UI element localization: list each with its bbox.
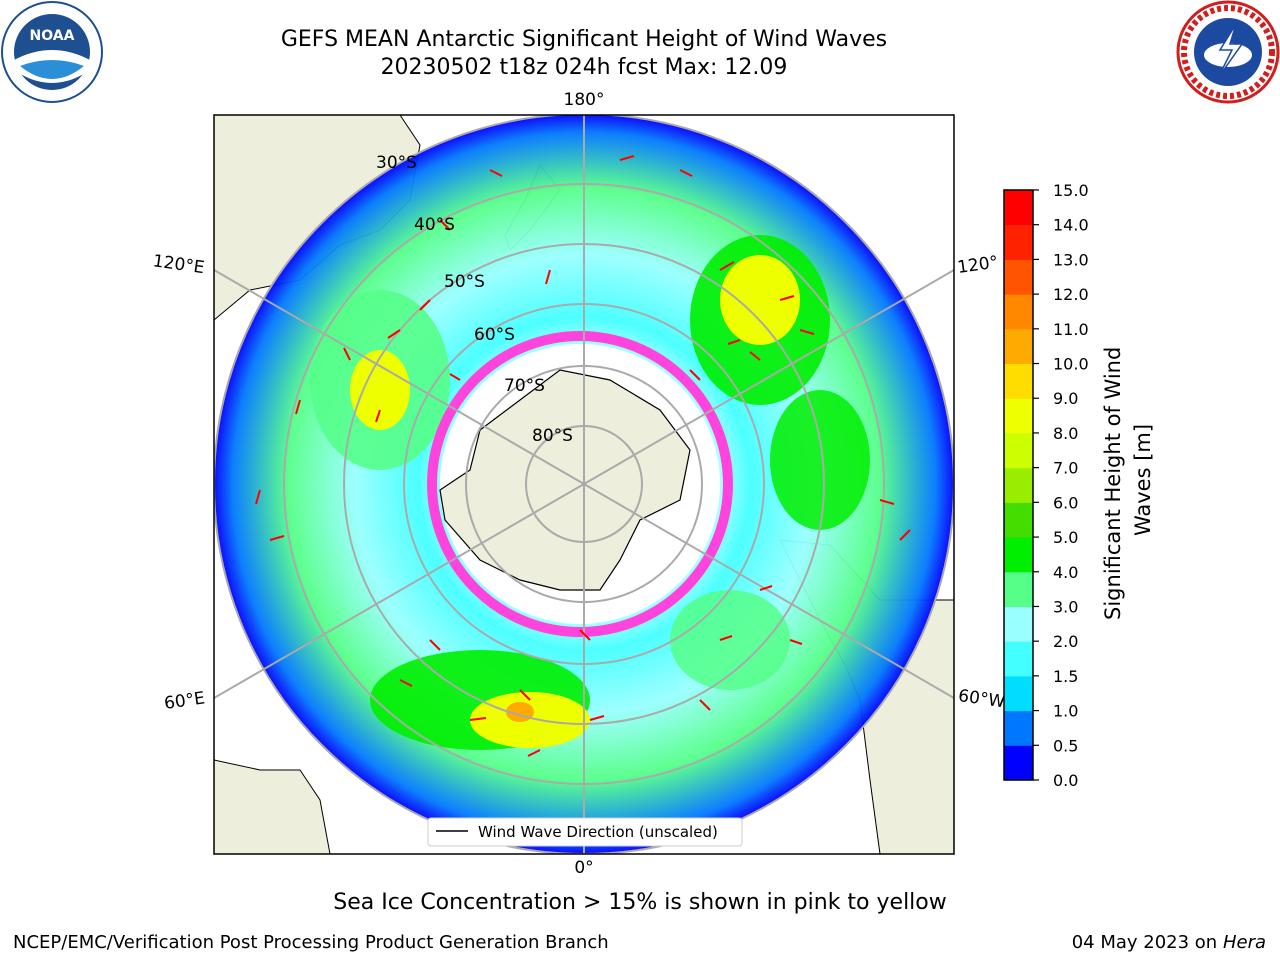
colorbar-tick-label: 13.0 [1053,250,1089,269]
lon-label-120w: 120° [956,253,999,279]
colorbar-tick-label: 11.0 [1053,320,1089,339]
colorbar-segment [1004,432,1033,469]
lat-label-50s: 50°S [444,272,485,292]
colorbar-tick-label: 8.0 [1053,424,1078,443]
graticule [214,115,954,854]
colorbar-tick-label: 3.0 [1053,597,1078,616]
wind-wave-arrows [255,155,911,757]
colorbar-tick-label: 12.0 [1053,285,1089,304]
map-frame [213,114,955,855]
colorbar-tick-label: 4.0 [1053,563,1078,582]
colorbar-segment [1004,294,1033,330]
map-area [214,115,954,854]
map-legend-label: Wind Wave Direction (unscaled) [478,823,718,841]
lat-label-40s: 40°S [414,215,455,235]
sea-ice-caption: Sea Ice Concentration > 15% is shown in … [333,890,947,915]
footer-credit: NCEP/EMC/Verification Post Processing Pr… [13,932,609,953]
svg-text:Significant Height of Wind: Significant Height of Wind Waves [m] [1101,340,1155,620]
lat-label-60s: 60°S [474,325,515,345]
colorbar-segment [1004,710,1033,746]
colorbar-segment [1004,398,1033,434]
footer-host: Hera [1222,932,1266,953]
colorbar [1004,190,1033,781]
colorbar-segment [1004,190,1033,226]
chart-subtitle: 20230502 t18z 024h fcst Max: 12.09 [380,55,788,80]
colorbar-segment [1004,259,1033,295]
colorbar-tick-label: 2.0 [1053,632,1078,651]
africa-land [214,759,331,854]
svg-text:NOAA: NOAA [30,28,75,44]
lat-label-30s: 30°S [376,153,417,173]
colorbar-segment [1004,537,1033,573]
lat-label-80s: 80°S [532,426,573,446]
colorbar-segment [1004,571,1033,607]
colorbar-tick-label: 7.0 [1053,459,1078,478]
map-legend [427,817,743,847]
colorbar-ticks: 0.0 0.5 1.0 1.5 2.0 3.0 4.0 5.0 6.0 7.0 8.0 9.0 10.0… [1033,181,1089,790]
colorbar-segment [1004,328,1033,365]
sea-ice-edge [427,331,733,637]
colorbar-axis-label: Significant Height of Wind Waves [m] [1101,340,1155,620]
colorbar-tick-label: 9.0 [1053,389,1078,408]
antarctica-land [439,369,691,591]
chart-title: GEFS MEAN Antarctic Significant Height o… [280,27,888,52]
colorbar-segment [1004,641,1033,677]
lon-label-0: 0° [574,858,593,878]
nws-logo [1176,0,1280,104]
colorbar-tick-label: 1.5 [1053,667,1078,686]
lon-label-120e: 120°E [152,251,206,278]
lon-label-60e: 60°E [163,688,206,713]
colorbar-segment [1004,675,1033,712]
colorbar-segment [1004,363,1033,399]
colorbar-segment [1004,224,1033,260]
lat-label-70s: 70°S [504,376,545,396]
footer-date: 04 May 2023 on Hera [1072,932,1266,953]
colorbar-frame [1003,189,1034,781]
footer-date-text: 04 May 2023 on [1071,932,1218,953]
colorbar-tick-label: 10.0 [1053,355,1089,374]
colorbar-tick-label: 1.0 [1053,702,1078,721]
colorbar-tick-label: 15.0 [1053,181,1089,200]
colorbar-tick-label: 14.0 [1053,216,1089,235]
colorbar-tick-label: 0.0 [1053,771,1078,790]
colorbar-tick-label: 6.0 [1053,493,1078,512]
colorbar-segment [1004,745,1033,781]
lon-label-60w: 60°W [957,686,1006,712]
colorbar-tick-label: 0.5 [1053,736,1078,755]
colorbar-segment [1004,467,1033,503]
lon-label-180: 180° [564,90,605,110]
colorbar-segment [1004,502,1033,538]
colorbar-tick-label: 5.0 [1053,528,1078,547]
colorbar-segment [1004,606,1033,642]
noaa-logo: NOAA [1,1,103,103]
